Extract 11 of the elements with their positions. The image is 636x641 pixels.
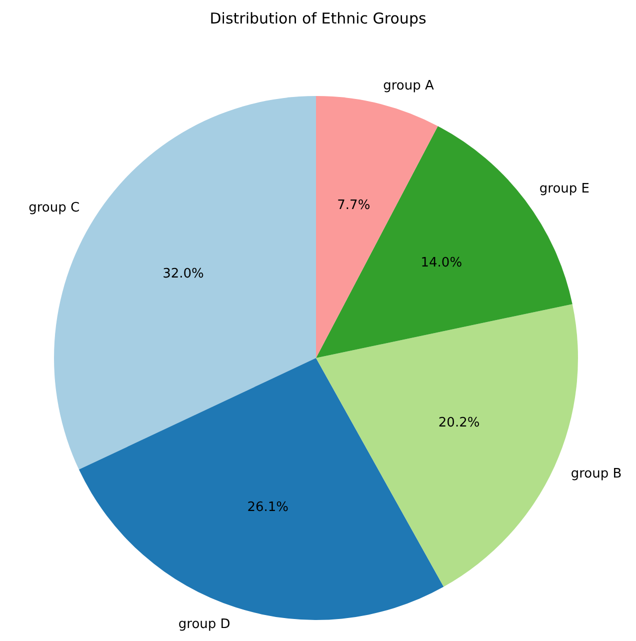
slice-label: group E [539, 182, 590, 197]
data-label: 7.7% [337, 198, 370, 213]
data-label: 14.0% [420, 256, 462, 271]
slice-label: group D [178, 617, 230, 632]
slice-label: group A [383, 78, 434, 94]
data-label: 20.2% [438, 416, 480, 431]
slice-label: group C [28, 200, 80, 216]
data-label: 26.1% [247, 500, 289, 516]
chart-title: Distribution of Ethnic Groups [210, 10, 426, 28]
slice-label: group B [570, 466, 622, 482]
data-label: 32.0% [162, 266, 204, 282]
